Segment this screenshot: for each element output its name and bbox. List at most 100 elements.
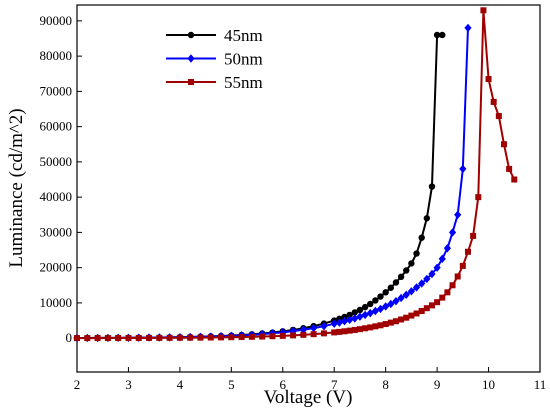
marker: [207, 334, 214, 341]
marker: [464, 248, 471, 255]
marker: [438, 254, 446, 264]
marker: [330, 319, 338, 328]
marker: [356, 326, 363, 333]
marker: [398, 316, 405, 323]
marker: [300, 331, 307, 338]
marker: [135, 334, 142, 341]
marker: [331, 329, 338, 336]
marker: [104, 335, 111, 342]
marker: [475, 194, 482, 201]
marker: [299, 325, 307, 335]
marker: [176, 334, 183, 341]
marker: [506, 165, 513, 172]
legend-label: 45nm: [224, 26, 263, 45]
marker: [423, 305, 430, 312]
marker: [428, 269, 436, 279]
x-tick-label: 11: [534, 377, 547, 392]
marker: [480, 7, 487, 14]
marker: [320, 321, 328, 331]
x-tick-label: 3: [125, 377, 132, 392]
marker: [418, 308, 425, 315]
marker: [187, 334, 194, 341]
marker: [382, 321, 389, 328]
marker: [377, 293, 384, 300]
x-tick-label: 10: [482, 377, 495, 392]
marker: [259, 333, 266, 340]
marker: [392, 296, 400, 306]
marker: [356, 306, 364, 314]
marker: [115, 335, 122, 342]
marker: [392, 279, 400, 286]
legend-marker: [187, 54, 195, 63]
marker: [336, 328, 343, 335]
marker: [228, 334, 235, 341]
marker: [290, 332, 297, 339]
marker: [418, 234, 425, 241]
marker: [310, 323, 318, 333]
marker: [84, 335, 91, 342]
marker: [387, 284, 395, 291]
y-axis-label: Luminance (cd/m^2): [6, 108, 27, 267]
marker: [403, 267, 410, 274]
marker: [341, 313, 348, 321]
marker: [407, 287, 415, 296]
marker: [372, 297, 379, 304]
x-tick-label: 9: [434, 377, 441, 392]
y-tick-label: 40000: [40, 189, 73, 204]
marker: [371, 306, 379, 316]
plot-frame: [76, 4, 541, 373]
y-tick-label: 90000: [40, 13, 73, 28]
marker: [362, 325, 369, 332]
marker: [408, 260, 415, 267]
x-axis-label: Voltage (V): [264, 387, 353, 408]
marker: [402, 290, 410, 299]
marker: [408, 312, 415, 319]
marker: [449, 282, 456, 289]
marker: [500, 141, 507, 148]
marker: [413, 250, 420, 257]
marker: [377, 322, 384, 329]
x-tick-label: 6: [280, 377, 287, 392]
marker: [448, 228, 457, 237]
marker: [351, 326, 358, 333]
marker: [367, 324, 374, 331]
marker: [423, 215, 431, 222]
marker: [346, 315, 354, 325]
x-tick-label: 8: [382, 377, 389, 392]
marker: [434, 299, 441, 306]
marker: [94, 335, 101, 342]
marker: [459, 164, 467, 174]
marker: [197, 334, 204, 341]
legend-label: 50nm: [224, 50, 263, 69]
marker: [444, 289, 451, 296]
marker: [490, 98, 497, 105]
marker: [470, 232, 477, 239]
marker: [372, 323, 379, 330]
marker: [238, 334, 245, 341]
marker: [392, 318, 399, 325]
marker: [166, 334, 173, 341]
marker: [511, 176, 518, 183]
marker: [367, 300, 374, 308]
marker: [459, 262, 466, 269]
marker: [454, 273, 461, 280]
y-tick-label: 80000: [40, 48, 73, 63]
y-tick-label: 50000: [40, 154, 73, 169]
marker: [387, 299, 395, 309]
marker: [423, 274, 431, 284]
marker: [346, 327, 353, 334]
marker: [397, 273, 405, 281]
marker: [464, 23, 472, 33]
marker: [439, 294, 446, 301]
y-tick-label: 70000: [40, 83, 73, 98]
marker: [382, 289, 389, 296]
marker: [310, 331, 317, 338]
y-tick-label: 10000: [40, 295, 73, 310]
marker: [361, 303, 369, 311]
y-tick-label: 30000: [40, 224, 73, 239]
marker: [439, 31, 446, 39]
marker: [485, 76, 492, 83]
marker: [74, 335, 80, 342]
marker: [218, 334, 225, 341]
